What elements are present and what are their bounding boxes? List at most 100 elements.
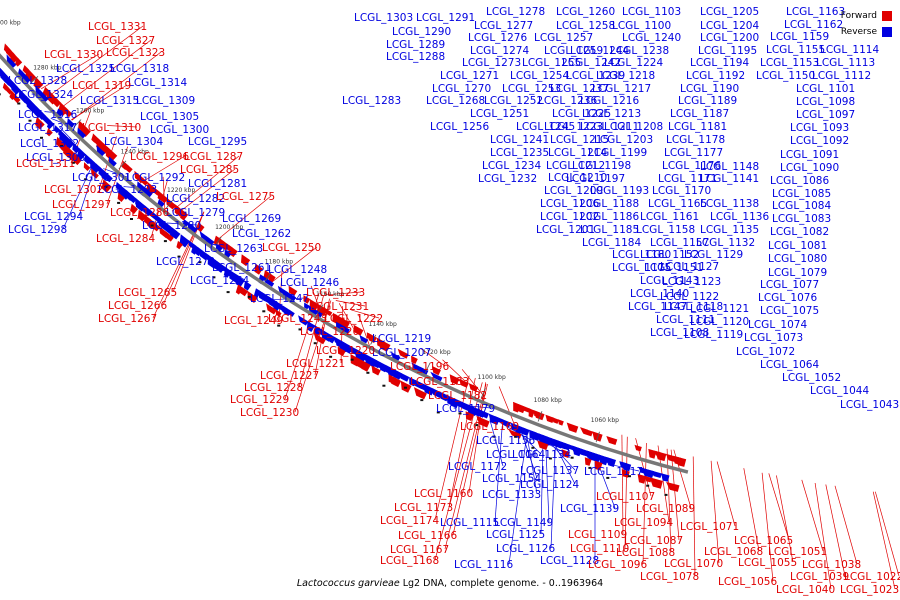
gene-label: LCGL_1140 <box>630 288 689 300</box>
gene-label: LCGL_1247 <box>250 293 309 305</box>
tick-mark <box>370 334 377 345</box>
gene-arrow <box>606 436 618 445</box>
gene-label: LCGL_1219 <box>372 333 431 345</box>
gene-marker <box>212 276 216 279</box>
gene-arrow <box>529 429 537 440</box>
caption-organism: Lactococcus garvieae <box>296 578 400 589</box>
gene-label: LCGL_1154 <box>482 473 541 485</box>
gene-label: LCGL_1179 <box>436 403 495 415</box>
gene-arrow <box>409 377 417 387</box>
gene-label: LCGL_1164 <box>486 449 545 461</box>
gene-label: LCGL_1253 <box>502 83 561 95</box>
gene-label: LCGL_1168 <box>380 555 439 567</box>
gene-label: LCGL_1040 <box>776 584 835 596</box>
gene-marker <box>646 484 650 487</box>
gene-arrow <box>91 133 99 143</box>
gene-arrow <box>91 168 99 179</box>
tick-label: 1100 kbp <box>478 374 506 381</box>
gene-label: LCGL_1088 <box>616 547 675 559</box>
gene-marker <box>84 178 88 181</box>
connector-line <box>761 472 774 582</box>
gene-label: LCGL_1175 <box>612 262 671 274</box>
gene-label: LCGL_1260 <box>556 6 615 18</box>
gene-label: LCGL_1246 <box>280 277 339 289</box>
tick-label: 1200 kbp <box>215 224 243 231</box>
gene-arrow <box>78 120 88 133</box>
gene-arrow <box>266 303 277 315</box>
gene-label: LCGL_1126 <box>496 543 555 555</box>
connector-line <box>212 195 272 244</box>
gene-label: LCGL_1230 <box>240 407 299 419</box>
gene-label: LCGL_1309 <box>136 95 195 107</box>
gene-arrow <box>537 440 549 450</box>
gene-label: LCGL_1229 <box>230 394 289 406</box>
gene-label: LCGL_1272 <box>156 256 215 268</box>
gene-label: LCGL_1073 <box>744 332 803 344</box>
gene-arrow <box>317 310 323 318</box>
gene-label: LCGL_1092 <box>790 135 849 147</box>
gene-arrow <box>83 162 91 171</box>
gene-label: LCGL_1216 <box>580 95 639 107</box>
gene-label: LCGL_1170 <box>652 185 711 197</box>
gene-label: LCGL_1163 <box>786 6 845 18</box>
gene-label: LCGL_1292 <box>126 172 185 184</box>
gene-label: LCGL_1222 <box>324 313 383 325</box>
gene-arrow <box>594 460 603 471</box>
gene-label: LCGL_1141 <box>700 173 759 185</box>
gene-arrow <box>288 285 298 296</box>
gene-label: LCGL_1176 <box>662 160 721 172</box>
connector-line <box>448 377 476 508</box>
gene-label: LCGL_1169 <box>460 421 519 433</box>
gene-label: LCGL_1074 <box>748 319 807 331</box>
connector-line <box>326 291 362 296</box>
gene-label: LCGL_1172 <box>448 461 507 473</box>
gene-arrow <box>235 284 244 295</box>
gene-label: LCGL_1129 <box>684 249 743 261</box>
gene-arrow <box>661 473 670 482</box>
connector-line <box>442 359 466 382</box>
gene-marker <box>71 161 75 164</box>
tick-label: 1300 kbp <box>0 20 21 27</box>
gene-label: LCGL_1148 <box>700 161 759 173</box>
gene-arrow <box>513 402 521 413</box>
connector-line <box>71 84 128 121</box>
tick-mark <box>595 431 600 443</box>
gene-label: LCGL_1202 <box>540 211 599 223</box>
gene-arrow <box>121 160 129 170</box>
gene-marker <box>17 102 21 105</box>
connector-line <box>48 25 144 97</box>
gene-label: LCGL_1269 <box>222 213 281 225</box>
gene-label: LCGL_1185 <box>580 224 639 236</box>
gene-label: LCGL_1209 <box>544 185 603 197</box>
gene-label: LCGL_1297 <box>52 199 111 211</box>
gene-arrow <box>303 295 311 304</box>
connector-line <box>162 211 205 306</box>
gene-arrow <box>130 203 138 214</box>
gene-label: LCGL_1183 <box>410 376 469 388</box>
gene-label: LCGL_1296 <box>130 151 189 163</box>
gene-marker <box>531 446 535 449</box>
gene-label: LCGL_1210 <box>548 172 607 184</box>
gene-label: LCGL_1304 <box>104 136 163 148</box>
gene-label: LCGL_1111 <box>656 314 715 326</box>
gene-label: LCGL_1302 <box>44 184 103 196</box>
gene-label: LCGL_1134 <box>512 449 571 461</box>
gene-arrow <box>545 414 555 423</box>
gene-arrow <box>54 125 61 134</box>
gene-label: LCGL_1161 <box>640 211 699 223</box>
gene-marker <box>198 261 202 264</box>
gene-arrow <box>22 65 30 74</box>
gene-label: LCGL_1273 <box>462 57 521 69</box>
gene-label: LCGL_1072 <box>736 346 795 358</box>
gene-label: LCGL_1200 <box>700 32 759 44</box>
gene-label: LCGL_1081 <box>768 240 827 252</box>
connector-line <box>801 479 824 552</box>
connector-line <box>59 127 76 144</box>
gene-label: LCGL_1290 <box>392 26 451 38</box>
gene-label: LCGL_1125 <box>486 529 545 541</box>
connector-line <box>351 309 380 319</box>
connector-line <box>825 484 846 577</box>
gene-arrow <box>134 170 145 184</box>
gene-arrow <box>46 128 53 137</box>
gene-label: LCGL_1139 <box>560 503 619 515</box>
